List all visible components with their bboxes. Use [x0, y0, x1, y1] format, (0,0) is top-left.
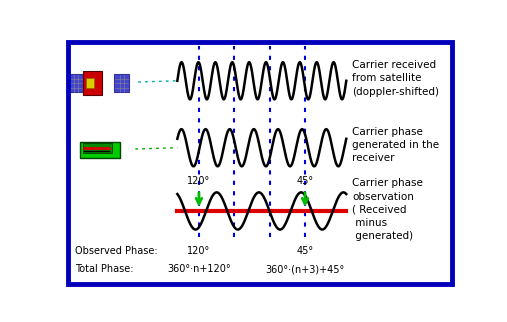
Text: Total Phase:: Total Phase: [75, 264, 134, 274]
FancyBboxPatch shape [86, 78, 94, 89]
FancyBboxPatch shape [83, 143, 112, 154]
Text: 120°: 120° [187, 176, 210, 186]
Text: Carrier phase
observation
( Received
 minus
 generated): Carrier phase observation ( Received min… [352, 178, 423, 241]
FancyBboxPatch shape [115, 74, 129, 92]
Text: Carrier phase
generated in the
receiver: Carrier phase generated in the receiver [352, 127, 439, 164]
Text: 45°: 45° [297, 246, 314, 256]
FancyBboxPatch shape [80, 142, 120, 158]
Text: 45°: 45° [297, 176, 314, 186]
FancyBboxPatch shape [68, 74, 83, 92]
Text: 360°·n+120°: 360°·n+120° [167, 264, 231, 274]
Text: Observed Phase:: Observed Phase: [75, 246, 158, 256]
Text: 360°·(n+3)+45°: 360°·(n+3)+45° [265, 264, 345, 274]
Text: Carrier received
from satellite
(doppler-shifted): Carrier received from satellite (doppler… [352, 60, 439, 97]
FancyBboxPatch shape [83, 71, 102, 95]
Text: 120°: 120° [187, 246, 210, 256]
